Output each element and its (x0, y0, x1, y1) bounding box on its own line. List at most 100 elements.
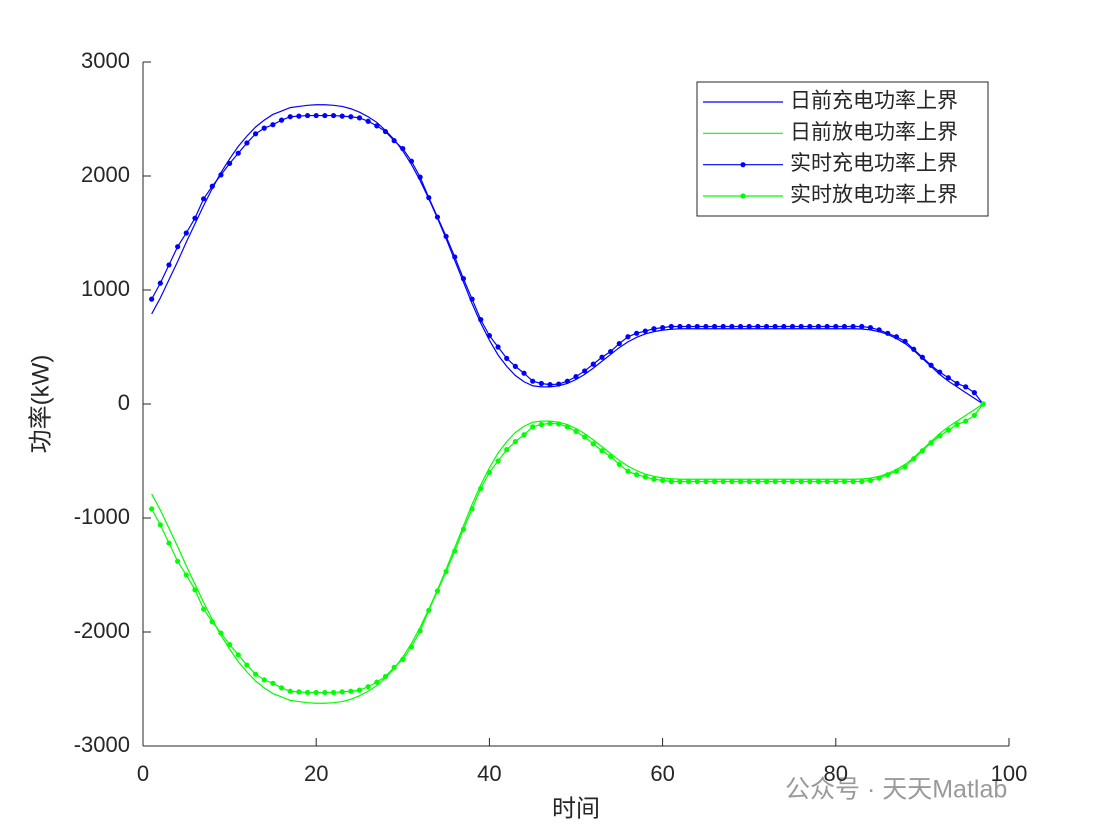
data-point (538, 421, 544, 428)
data-point (486, 469, 492, 475)
data-point (928, 362, 934, 368)
data-point (348, 688, 354, 694)
data-point (426, 607, 432, 613)
data-point (244, 140, 250, 146)
data-point (183, 572, 189, 578)
data-point (867, 477, 874, 483)
data-point (763, 323, 770, 330)
data-point (781, 323, 787, 330)
data-point (443, 233, 449, 240)
legend-marker (740, 193, 746, 199)
data-point (616, 461, 622, 468)
legend-label: 日前充电功率上界 (790, 89, 958, 113)
data-point (495, 458, 501, 464)
y-axis-label: 功率(kW) (27, 355, 54, 454)
data-point (469, 506, 475, 512)
data-point (408, 644, 415, 650)
data-point (252, 131, 259, 137)
data-point (703, 323, 709, 330)
data-point (711, 323, 718, 330)
data-point (720, 323, 726, 330)
data-point (573, 428, 579, 434)
data-point (608, 453, 614, 460)
data-point (599, 448, 605, 454)
data-point (452, 254, 458, 260)
data-point (746, 478, 752, 485)
data-point (227, 160, 233, 167)
data-point (322, 112, 328, 119)
x-tick-label: 40 (477, 761, 501, 786)
data-point (911, 346, 917, 352)
data-point (469, 296, 475, 302)
data-point (287, 688, 293, 694)
data-point (590, 361, 596, 367)
x-tick-label: 60 (650, 761, 674, 786)
data-point (504, 355, 510, 361)
data-point (902, 338, 908, 344)
y-tick-label: 1000 (81, 276, 130, 301)
data-point (668, 323, 674, 330)
data-point (201, 196, 207, 202)
data-point (841, 323, 848, 330)
data-point (824, 323, 830, 330)
data-point (296, 689, 302, 695)
x-tick-label: 20 (304, 761, 328, 786)
data-point (850, 478, 856, 485)
data-point (694, 323, 700, 330)
data-point (893, 334, 900, 340)
data-point (729, 323, 735, 330)
data-point (815, 478, 822, 485)
data-point (218, 630, 224, 636)
data-point (954, 421, 960, 428)
data-point (183, 230, 189, 236)
data-point (642, 328, 648, 334)
data-point (573, 374, 579, 380)
data-point (478, 485, 484, 491)
data-point (833, 478, 839, 485)
data-point (685, 323, 692, 330)
x-tick-label: 80 (824, 761, 848, 786)
data-point (244, 662, 250, 668)
data-point (356, 687, 363, 693)
data-point (157, 280, 163, 286)
data-point (651, 476, 657, 482)
data-point (737, 478, 744, 485)
data-point (322, 689, 328, 696)
data-point (807, 323, 813, 330)
data-point (304, 112, 311, 119)
data-point (166, 540, 172, 546)
data-point (547, 420, 553, 426)
data-point (149, 506, 155, 512)
data-point (660, 477, 666, 483)
data-point (166, 262, 172, 268)
data-point (833, 323, 839, 330)
data-point (382, 673, 389, 680)
data-point (400, 656, 406, 662)
data-point (408, 158, 415, 164)
data-point (911, 456, 917, 462)
data-point (547, 382, 553, 388)
data-point (841, 478, 848, 485)
data-point (530, 424, 536, 430)
data-point (287, 114, 293, 120)
data-point (945, 375, 951, 381)
data-point (963, 418, 969, 424)
data-point (937, 369, 943, 375)
data-point (530, 378, 536, 384)
data-point (608, 348, 614, 355)
data-point (703, 478, 709, 485)
data-point (175, 558, 181, 564)
data-point (772, 478, 778, 485)
data-point (261, 677, 267, 683)
data-point (495, 344, 501, 350)
data-point (426, 195, 432, 201)
data-point (625, 334, 631, 340)
y-tick-label: 3000 (81, 48, 130, 73)
data-point (192, 215, 198, 221)
data-point (564, 424, 570, 430)
data-point (789, 478, 796, 485)
x-axis-label: 时间 (552, 795, 600, 822)
data-point (660, 325, 666, 331)
data-point (400, 146, 406, 152)
data-point (677, 323, 683, 330)
